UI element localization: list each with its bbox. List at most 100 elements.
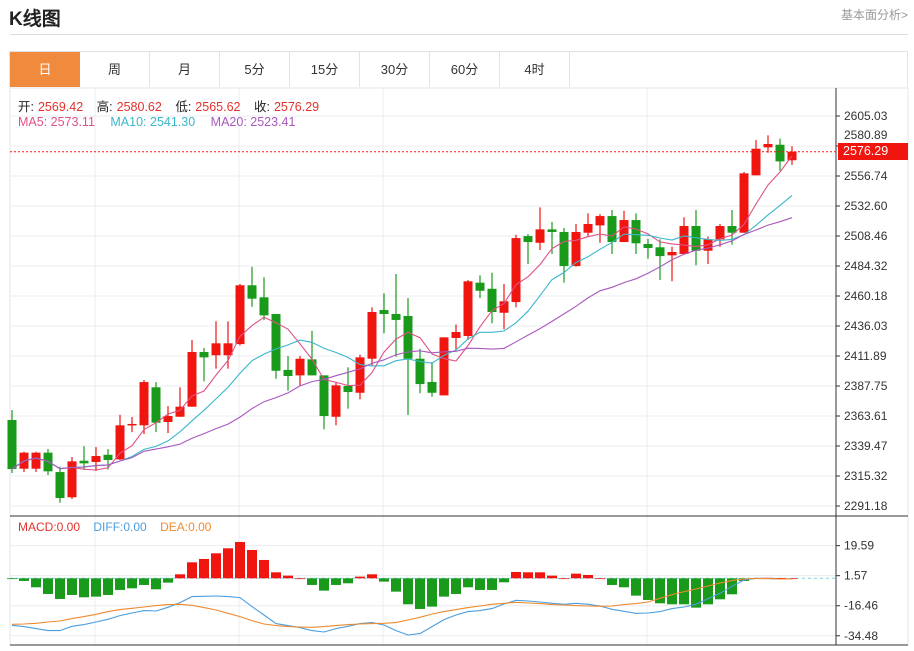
macd-histogram-bar [559,578,569,580]
candle-body [679,226,689,254]
candle-body [427,381,437,393]
macd-histogram-bar [67,578,77,595]
close-value: 2576.29 [273,100,320,114]
macd-histogram-bar [367,574,377,579]
macd-histogram-bar [283,575,293,579]
candle [559,227,569,283]
macd-histogram-bar [547,575,557,579]
candle-body [595,216,605,226]
macd-histogram-bar [523,572,533,579]
price-axis-label: 2484.32 [844,259,888,273]
macd-histogram-bar [571,573,581,579]
candle-body [499,301,509,313]
candle-body [259,297,269,316]
candle-body [403,315,413,359]
candle-body [55,472,65,499]
candle-body [7,419,17,470]
macd-histogram-bar [667,578,677,605]
candle-body [391,313,401,320]
candle [19,451,29,473]
candle-body [763,143,773,148]
tab-4hour[interactable]: 4时 [500,52,570,87]
chart-frame [9,87,909,646]
macd-histogram-bar [403,578,413,605]
ma20-value: MA20: 2523.41 [210,115,296,129]
macd-histogram-bar [379,578,389,582]
candle [715,224,725,247]
price-axis-label: 2339.47 [844,439,888,453]
candle [67,457,77,500]
candle [247,266,257,307]
candle [583,213,593,237]
candle-body [487,288,497,313]
candle [475,275,485,299]
tab-day[interactable]: 日 [10,52,80,87]
candle [355,354,365,400]
candle [295,355,305,387]
dea-line [11,578,792,628]
candle [367,307,377,366]
macd-histogram-bar [691,578,701,608]
macd-histogram-bar [43,578,53,594]
macd-axis-label: 1.57 [844,569,868,583]
macd-histogram-bar [643,578,653,600]
fundamental-analysis-link[interactable]: 基本面分析> [840,8,908,22]
macd-histogram-bar [463,578,473,588]
tab-30min[interactable]: 30分 [360,52,430,87]
price-axis-label: 2508.46 [844,229,888,243]
macd-histogram-bar [427,578,437,607]
macd-histogram-bar [391,578,401,592]
candle [739,171,749,233]
tab-60min[interactable]: 60分 [430,52,500,87]
tab-month[interactable]: 月 [150,52,220,87]
candle [199,348,209,382]
close-label: 收: [253,100,270,114]
macd-histogram-bar [163,578,173,583]
candle-body [667,251,677,256]
candle [535,207,545,250]
macd-histogram-bar [499,578,509,583]
candle-body [607,216,617,243]
open-value: 2569.42 [37,100,84,114]
candle-body [151,387,161,423]
macd-histogram-bar [655,578,665,604]
ohlc-legend: 开: 2569.42 高: 2580.62 低: 2565.62 收: 2576.29 [18,96,329,115]
candle-body [307,359,317,376]
candle-body [511,238,521,303]
macd-histogram-bar [115,578,125,590]
candle-body [199,352,209,358]
candle [151,382,161,433]
candle-body [547,229,557,232]
high-value: 2580.62 [116,100,162,114]
candle-body [271,313,281,371]
candle-body [295,358,305,376]
candle-body [751,148,761,176]
macd-histogram-bar [127,578,137,589]
macd-histogram-bar [535,572,545,579]
current-price-tag: 2576.29 [838,143,908,160]
tab-5min[interactable]: 5分 [220,52,290,87]
candle [451,324,461,351]
candle-body [775,144,785,162]
candle [211,321,221,369]
candle-body [451,332,461,338]
macd-axis-label: -16.46 [844,599,878,613]
period-tabs: 日 周 月 5分 15分 30分 60分 4时 [9,51,908,87]
dea-value: DEA:0.00 [160,520,212,534]
candle-body [103,454,113,460]
candle [463,280,473,340]
macd-histogram-bar [55,578,65,599]
macd-histogram-bar [103,578,113,595]
candle [403,298,413,416]
tab-week[interactable]: 周 [80,52,150,87]
candle [55,466,65,503]
ma-legend: MA5: 2573.11 MA10: 2541.30 MA20: 2523.41 [18,115,299,129]
macd-histogram-bar [139,578,149,585]
macd-histogram-bar [607,578,617,585]
tab-15min[interactable]: 15分 [290,52,360,87]
candle [163,406,173,434]
macd-histogram-bar [703,578,713,605]
price-axis-label: 2387.75 [844,379,888,393]
macd-histogram-bar [415,578,425,609]
